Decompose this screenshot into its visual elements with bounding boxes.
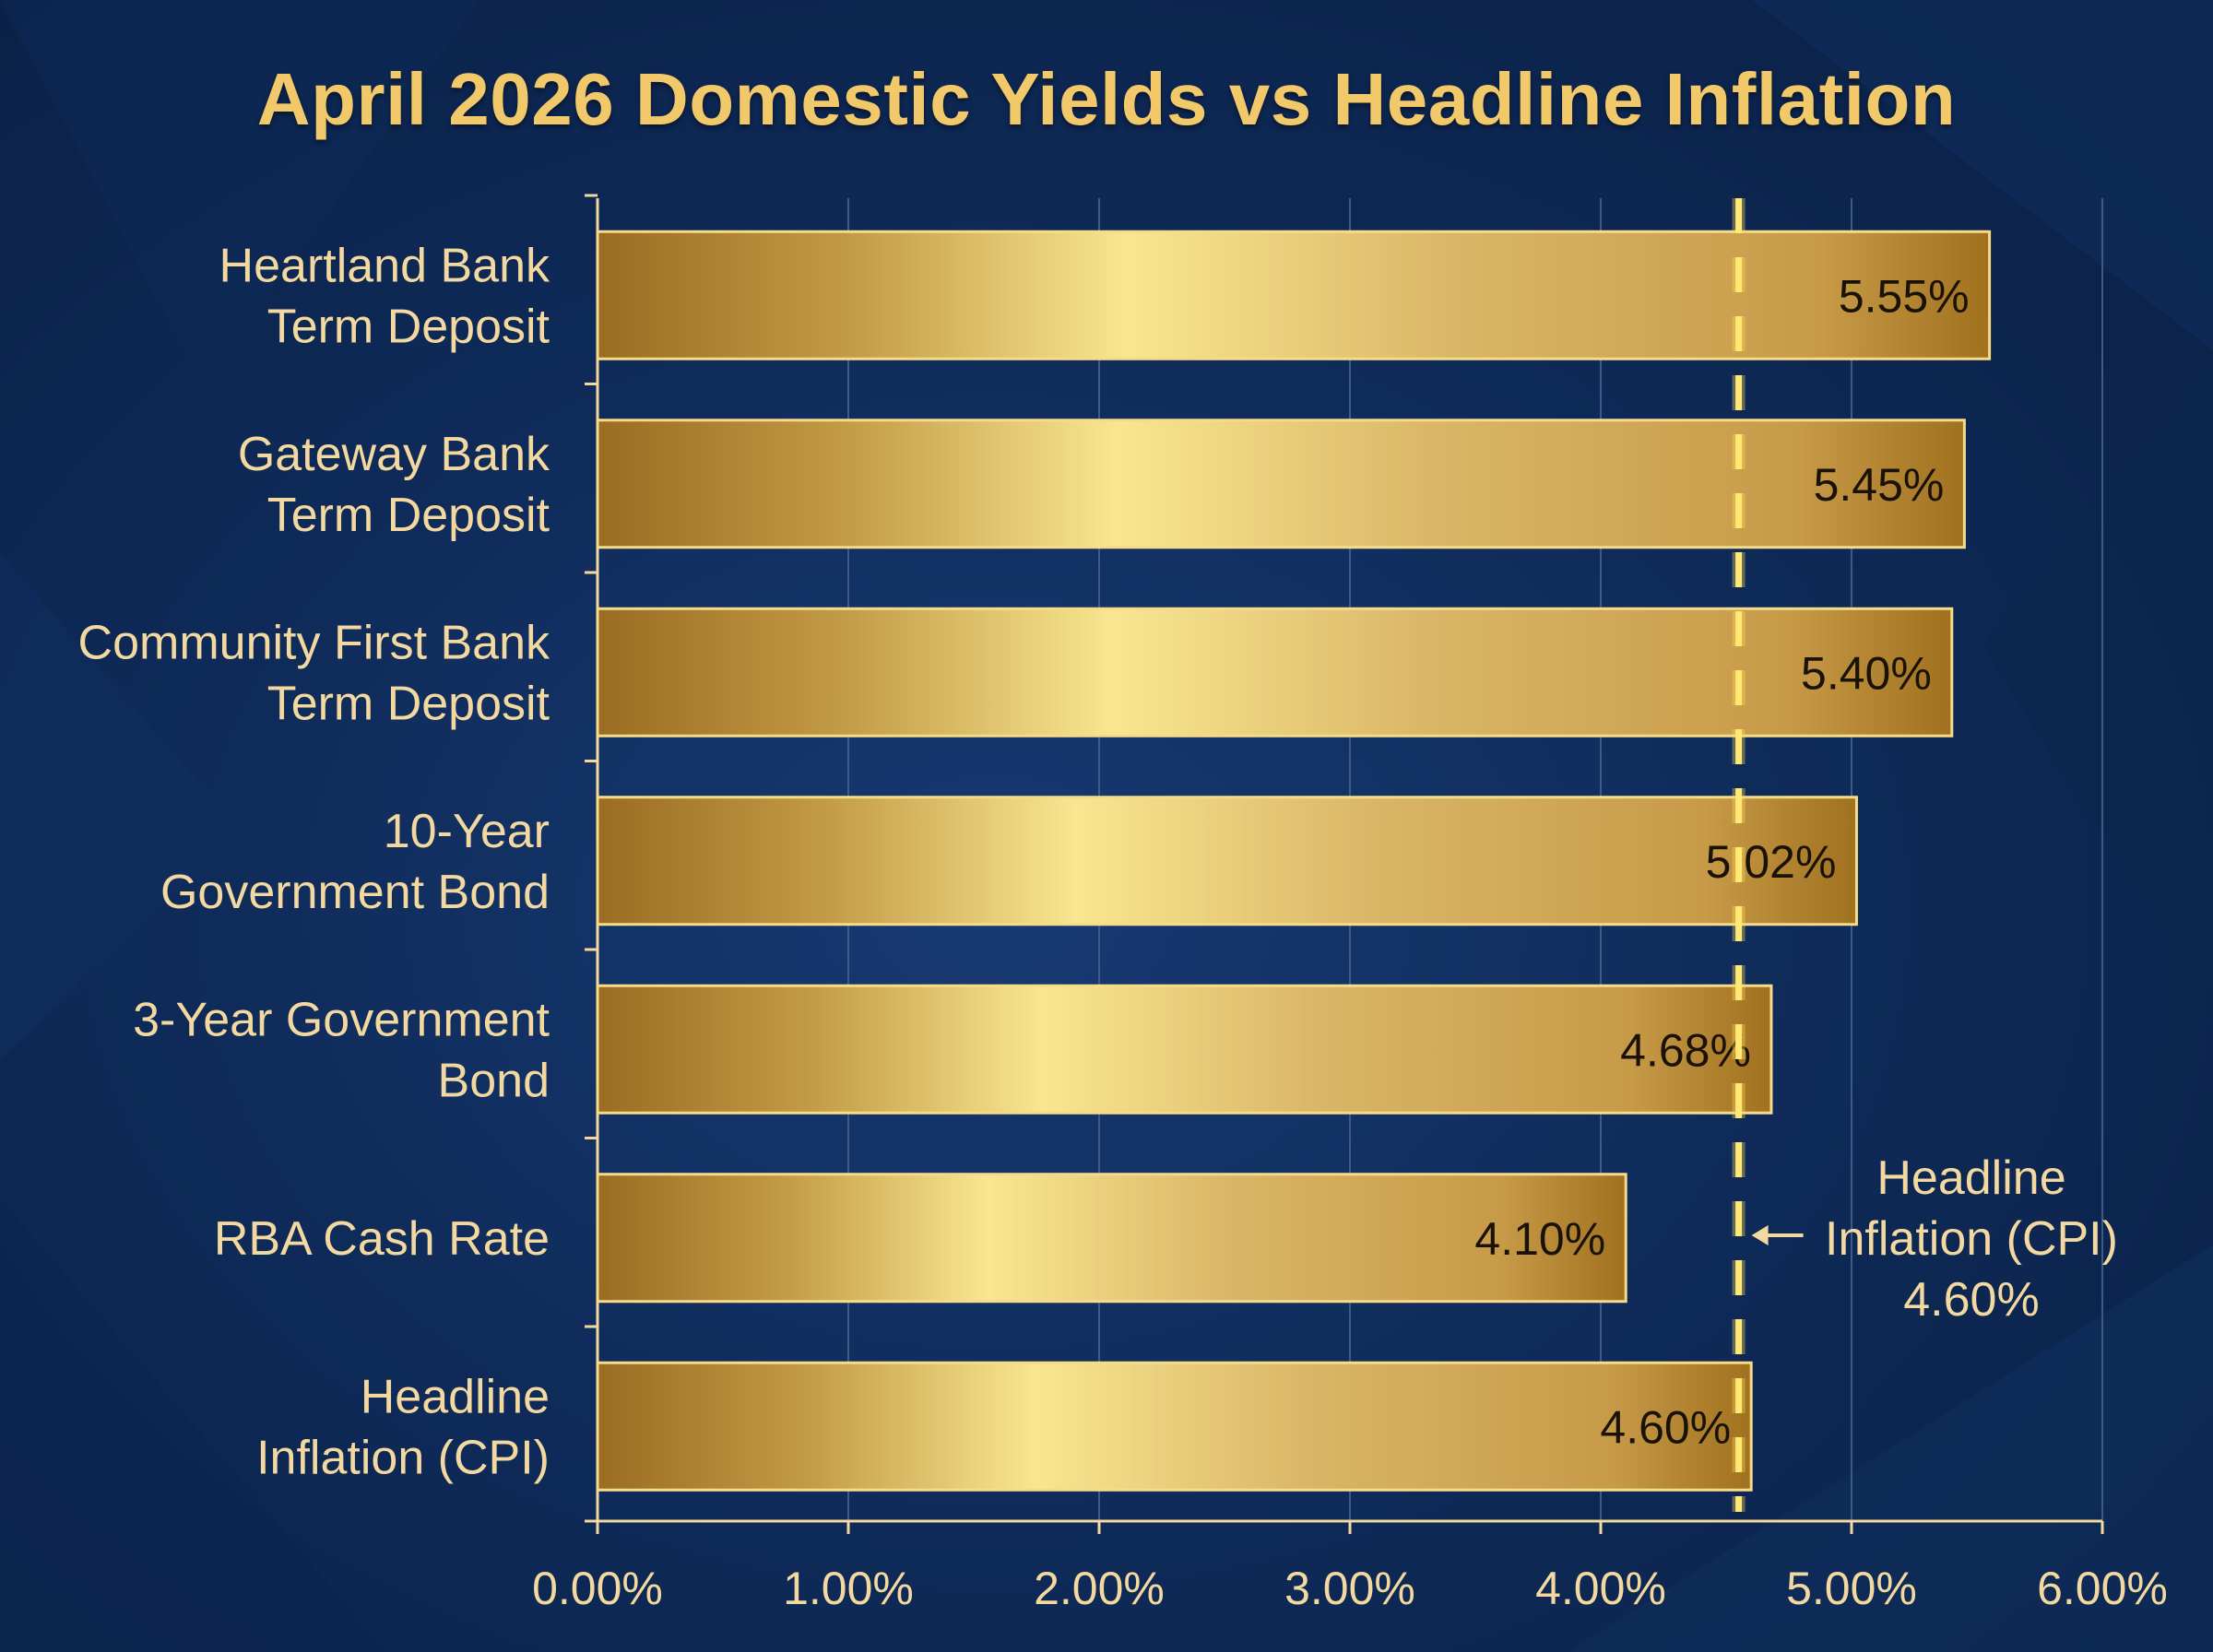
bars: 5.55% Heartland Bank Term Deposit 5.45% Gate… <box>78 230 1992 1492</box>
x-tick-label: 0.00% <box>532 1563 663 1614</box>
reference-label-line: Inflation (CPI) <box>1825 1212 2118 1266</box>
reference-label-line: Headline <box>1876 1151 2065 1205</box>
category-label-line: Term Deposit <box>267 300 550 353</box>
category-label-line: Headline <box>361 1370 550 1423</box>
bg-facet <box>0 0 479 387</box>
category-label: RBA Cash Rate <box>214 1212 550 1266</box>
bg-facet <box>0 553 240 1060</box>
category-label-line: Bond <box>438 1054 550 1107</box>
bg-facet <box>1982 350 2213 1014</box>
x-tick-label: 4.00% <box>1535 1563 1666 1614</box>
bar <box>596 1173 1627 1304</box>
x-tick-label: 1.00% <box>783 1563 914 1614</box>
data-label: 5.45% <box>1814 459 1945 511</box>
data-label: 4.60% <box>1600 1401 1731 1453</box>
category-label: Headline Inflation (CPI) <box>256 1370 550 1484</box>
data-label: 5.55% <box>1839 270 1970 322</box>
category-label-line: Community First Bank <box>78 616 550 669</box>
category-label: 10-Year Government Bond <box>160 805 550 919</box>
data-label: 4.10% <box>1474 1213 1605 1265</box>
category-label-line: 3-Year Government <box>133 993 550 1046</box>
category-label: 3-Year Government Bond <box>133 993 550 1107</box>
bar <box>596 419 1966 549</box>
category-label-line: Government Bond <box>160 866 550 919</box>
chart-title: April 2026 Domestic Yields vs Headline I… <box>256 58 1957 140</box>
category-label-line: Heartland Bank <box>219 239 550 292</box>
reference-line-group: Headline Inflation (CPI) 4.60% <box>1732 198 2118 1512</box>
bar <box>596 984 1773 1115</box>
bar <box>596 230 1992 360</box>
category-label-line: Term Deposit <box>267 677 550 730</box>
category-label-line: Gateway Bank <box>238 428 550 481</box>
data-label: 5.40% <box>1801 647 1932 699</box>
category-label-line: RBA Cash Rate <box>214 1212 550 1266</box>
reference-arrow-head <box>1751 1225 1769 1245</box>
bg-facet <box>1752 0 2213 350</box>
category-label-line: 10-Year <box>384 805 550 858</box>
bg-facet <box>0 1198 387 1652</box>
category-label: Gateway Bank Term Deposit <box>238 428 550 542</box>
reference-line-label: Headline Inflation (CPI) 4.60% <box>1825 1151 2118 1327</box>
bar <box>596 1361 1753 1492</box>
data-label: 4.68% <box>1620 1024 1751 1076</box>
x-tick-label: 3.00% <box>1284 1563 1415 1614</box>
category-label: Community First Bank Term Deposit <box>78 616 550 730</box>
data-label: 5.02% <box>1706 836 1837 888</box>
x-tick-label: 6.00% <box>2037 1563 2168 1614</box>
reference-label-line: 4.60% <box>1903 1273 2039 1327</box>
bar <box>596 607 1954 738</box>
category-label-line: Term Deposit <box>267 489 550 542</box>
bar <box>596 796 1858 926</box>
x-tick-label: 5.00% <box>1786 1563 1917 1614</box>
x-tick-label: 2.00% <box>1034 1563 1165 1614</box>
category-label-line: Inflation (CPI) <box>256 1431 550 1484</box>
category-label: Heartland Bank Term Deposit <box>219 239 550 353</box>
bg-facet <box>1568 1245 2213 1652</box>
